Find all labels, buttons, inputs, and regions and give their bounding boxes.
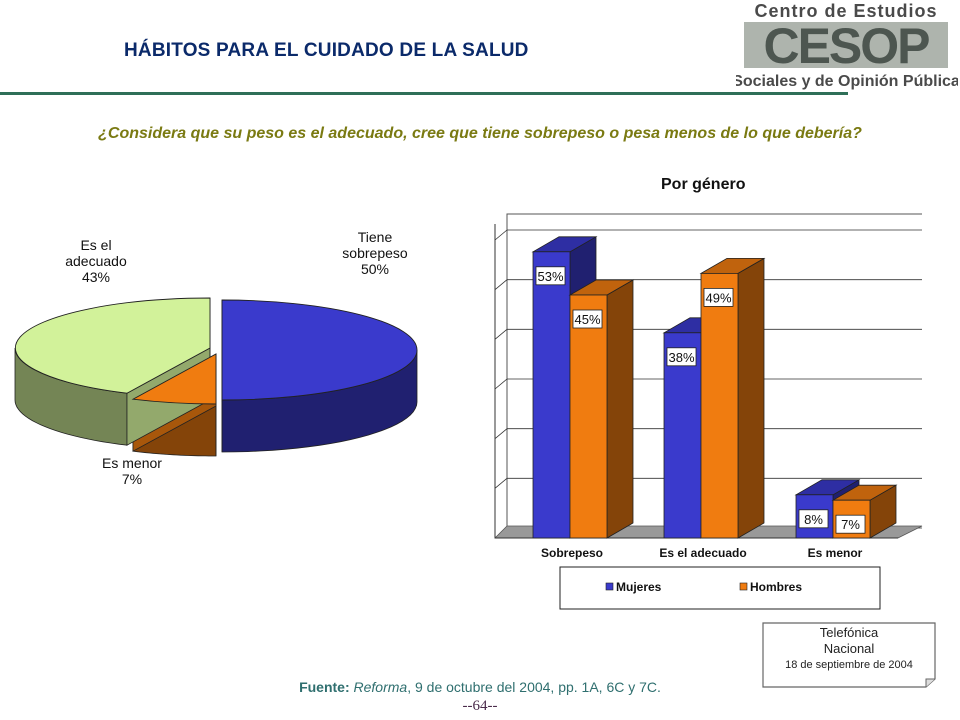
- bar-category-label: Es menor: [808, 546, 863, 560]
- bar-hombres-0: 45%: [568, 279, 635, 539]
- bar-category-label: Es el adecuado: [659, 546, 746, 560]
- survey-note-text: Telefónica Nacional 18 de septiembre de …: [762, 625, 936, 673]
- pie-slice: [131, 353, 217, 405]
- source-citation: Fuente: Reforma, 9 de octubre del 2004, …: [0, 679, 960, 695]
- bar-data-label: 53%: [537, 269, 563, 284]
- bar-data-label: 7%: [841, 517, 860, 532]
- bar-data-label: 45%: [574, 312, 600, 327]
- survey-question: ¿Considera que su peso es el adecuado, c…: [98, 125, 862, 142]
- note-line3: 18 de septiembre de 2004: [785, 659, 913, 671]
- bar-gridline-left: [494, 378, 508, 390]
- bar-chart-title: Por género: [661, 176, 746, 193]
- legend-label-hombres: Hombres: [750, 580, 802, 594]
- pie-slice: [221, 299, 418, 401]
- bar-hombres-2: 7%: [831, 484, 898, 539]
- legend-swatch-mujeres: [605, 582, 614, 591]
- pie-chart: Tiene sobrepeso 50% Es menor 7% Es el adecuado…: [14, 229, 418, 487]
- logo-line1: Centro de Estudios: [754, 1, 937, 21]
- bar-plot-frame: [506, 213, 922, 528]
- page-number: --64--: [462, 698, 498, 714]
- logo-line2: Sociales y de Opinión Pública: [736, 73, 958, 90]
- bar-legend-box: [559, 566, 881, 610]
- page-title: HÁBITOS PARA EL CUIDADO DE LA SALUD: [124, 40, 529, 61]
- bar-data-label-box: [703, 287, 734, 307]
- legend-label-mujeres: Mujeres: [616, 580, 662, 594]
- survey-note-box: [762, 622, 936, 688]
- bar-gridline-left: [494, 279, 508, 290]
- pie-slice-label: Es el adecuado 43%: [65, 237, 127, 285]
- pie-slice: [14, 297, 211, 394]
- note-line2: Nacional: [823, 641, 875, 656]
- note-line1: Telefónica: [819, 625, 879, 640]
- bar-gridline-left: [494, 478, 508, 489]
- bar-category-label: Sobrepeso: [541, 546, 603, 560]
- cesop-logo: Centro de Estudios CESOP Sociales y de O…: [736, 1, 958, 90]
- pie-slice-label: Es menor 7%: [102, 455, 162, 487]
- logo-acronym: CESOP: [763, 18, 929, 74]
- header-divider: [0, 92, 848, 95]
- bar-data-label-box: [572, 309, 603, 329]
- bar-gridline-left: [494, 329, 508, 340]
- bar-data-label-box: [666, 347, 697, 367]
- bar-hombres-1: 49%: [699, 257, 766, 539]
- pie-slice-label: Tiene sobrepeso 50%: [342, 229, 408, 277]
- source-label: Fuente:: [299, 679, 350, 695]
- source-publication: Reforma: [353, 679, 408, 695]
- bar-gridline-left: [494, 428, 508, 439]
- bar-data-label-box: [835, 514, 866, 534]
- bar-gridline-left: [494, 229, 508, 241]
- source-detail: , 9 de octubre del 2004, pp. 1A, 6C y 7C…: [407, 679, 661, 695]
- bar-data-label-box: [798, 509, 829, 529]
- bar-data-label: 8%: [804, 512, 823, 527]
- bar-data-label: 49%: [705, 290, 731, 305]
- bar-data-label-box: [535, 266, 566, 286]
- legend-swatch-hombres: [739, 582, 748, 591]
- bar-data-label: 38%: [668, 350, 694, 365]
